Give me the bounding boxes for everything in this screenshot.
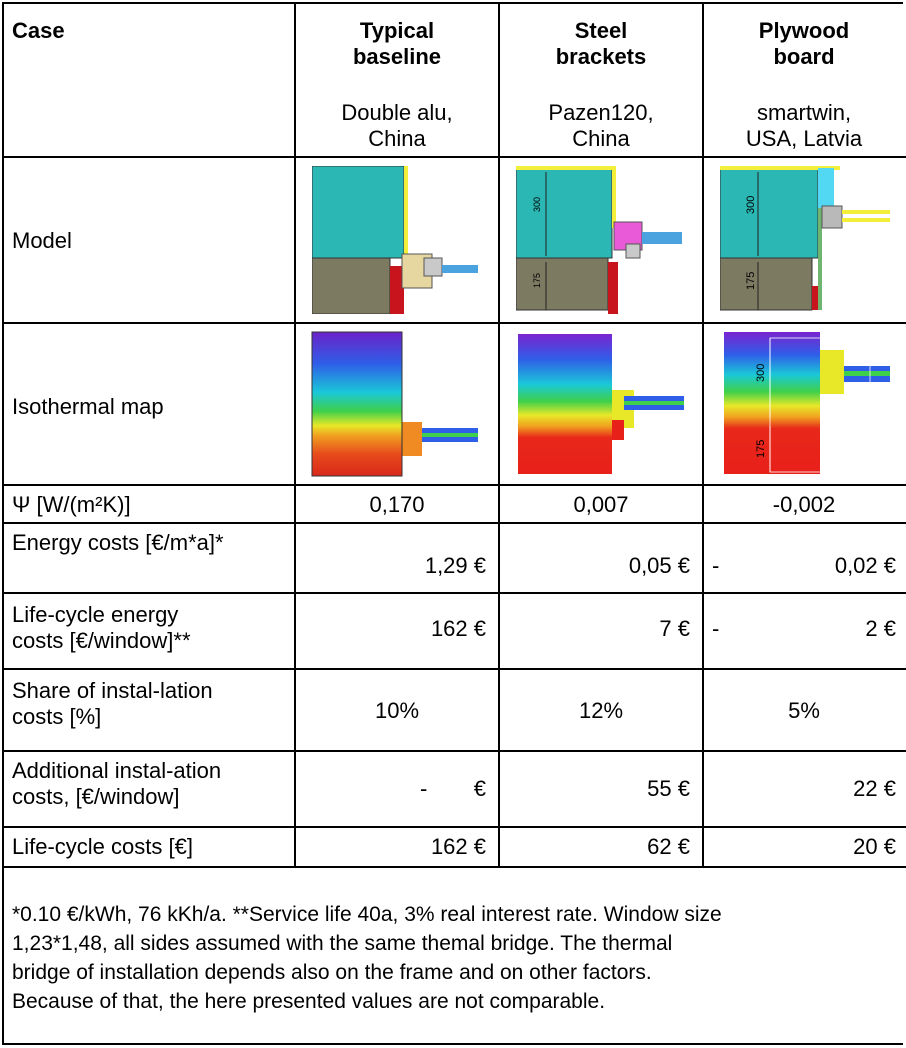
lc-energy-value-steel: 7 €	[659, 616, 690, 641]
col-title-line: Plywood	[758, 18, 850, 43]
label-line: Share of instal-lation	[12, 678, 213, 703]
row-divider	[4, 750, 906, 752]
lc-energy-dash-plywood: -	[712, 616, 720, 641]
col-divider	[294, 4, 296, 868]
footnote-line: bridge of installation depends also on t…	[12, 961, 652, 984]
additional-value-steel: 55 €	[647, 776, 690, 801]
psi-value-steel: 0,007	[573, 492, 629, 517]
label-line: costs [€/window]**	[12, 628, 191, 653]
lc-energy-value-plywood: 2 €	[865, 616, 896, 641]
label-line: Additional instal-ation	[12, 758, 222, 783]
col-sub-line: smartwin,	[756, 100, 852, 125]
isothermal-image-steel	[516, 330, 688, 478]
table-bottom	[4, 866, 906, 868]
col-title-line: Typical	[359, 18, 435, 43]
col-subheader-baseline: Double alu, China	[296, 100, 498, 152]
share-value-baseline: 10%	[374, 698, 420, 723]
lcc-row-label: Life-cycle costs [€]	[12, 834, 193, 859]
psi-row-label: Ψ [W/(m²K)]	[12, 492, 131, 517]
energy-row-label: Energy costs [€/m*a]*	[12, 530, 224, 555]
model-image-baseline	[312, 166, 482, 314]
additional-value-baseline: €	[473, 776, 486, 801]
share-row-label: Share of instal-lation costs [%]	[12, 678, 213, 730]
col-title-line: Steel	[574, 18, 628, 43]
footnote-line: 1,23*1,48, all sides assumed with the sa…	[12, 932, 673, 955]
energy-value-steel: 0,05 €	[628, 553, 690, 578]
col-header-steel: Steel brackets	[500, 18, 702, 70]
col-title-line: baseline	[352, 44, 442, 69]
col-sub-line: Double alu,	[341, 100, 453, 125]
psi-value-plywood: -0,002	[772, 492, 836, 517]
row-divider	[4, 668, 906, 670]
dim-label: 300	[755, 364, 767, 382]
dim-label: 300	[745, 196, 757, 214]
col-sub-line: USA, Latvia	[745, 126, 863, 151]
energy-value-baseline: 1,29 €	[424, 553, 486, 578]
row-divider	[4, 322, 906, 324]
share-value-plywood: 5%	[788, 698, 820, 723]
col-divider	[702, 4, 704, 868]
model-image-plywood: 300 175	[720, 166, 896, 314]
row-divider	[4, 522, 906, 524]
col-title-line: board	[773, 44, 835, 69]
col-header-plywood: Plywood board	[704, 18, 904, 70]
isothermal-image-baseline	[310, 330, 482, 478]
lcc-value-plywood: 20 €	[853, 834, 896, 859]
row-divider	[4, 826, 906, 828]
col-title-line: brackets	[555, 44, 647, 69]
label-line: costs, [€/window]	[12, 784, 180, 809]
row-divider	[4, 484, 906, 486]
additional-row-label: Additional instal-ation costs, [€/window…	[12, 758, 221, 810]
label-line: costs [%]	[12, 704, 102, 729]
lc-energy-value-baseline: 162 €	[430, 616, 486, 641]
additional-value-plywood: 22 €	[853, 776, 896, 801]
dim-label: 175	[532, 273, 542, 288]
isothermal-image-plywood: 300 175	[720, 330, 896, 478]
energy-dash-plywood: -	[712, 553, 720, 578]
lcc-value-steel: 62 €	[647, 834, 690, 859]
isothermal-row-label: Isothermal map	[12, 394, 164, 419]
header-divider	[4, 156, 906, 158]
label-line: Life-cycle energy	[12, 602, 179, 627]
model-image-steel: 300 175	[516, 166, 688, 314]
row-divider	[4, 592, 906, 594]
dim-label: 175	[745, 272, 757, 290]
model-row-label: Model	[12, 228, 72, 253]
col-sub-line: Pazen120,	[548, 100, 654, 125]
footnote-line: Because of that, the here presented valu…	[12, 990, 606, 1013]
col-divider	[498, 4, 500, 868]
psi-value-baseline: 0,170	[369, 492, 425, 517]
col-subheader-plywood: smartwin, USA, Latvia	[704, 100, 904, 152]
lcc-value-baseline: 162 €	[430, 834, 486, 859]
case-header: Case	[12, 18, 65, 43]
col-sub-line: China	[368, 126, 426, 151]
col-header-baseline: Typical baseline	[296, 18, 498, 70]
col-subheader-steel: Pazen120, China	[500, 100, 702, 152]
footnote: *0.10 €/kWh, 76 kKh/a. **Service life 40…	[12, 900, 892, 1016]
dim-label: 175	[755, 440, 767, 458]
additional-dash-baseline: -	[420, 776, 428, 801]
dim-label: 300	[532, 197, 542, 212]
energy-value-plywood: 0,02 €	[834, 553, 896, 578]
col-sub-line: China	[572, 126, 630, 151]
lc-energy-row-label: Life-cycle energy costs [€/window]**	[12, 602, 191, 654]
footnote-line: *0.10 €/kWh, 76 kKh/a. **Service life 40…	[12, 903, 722, 926]
share-value-steel: 12%	[578, 698, 624, 723]
